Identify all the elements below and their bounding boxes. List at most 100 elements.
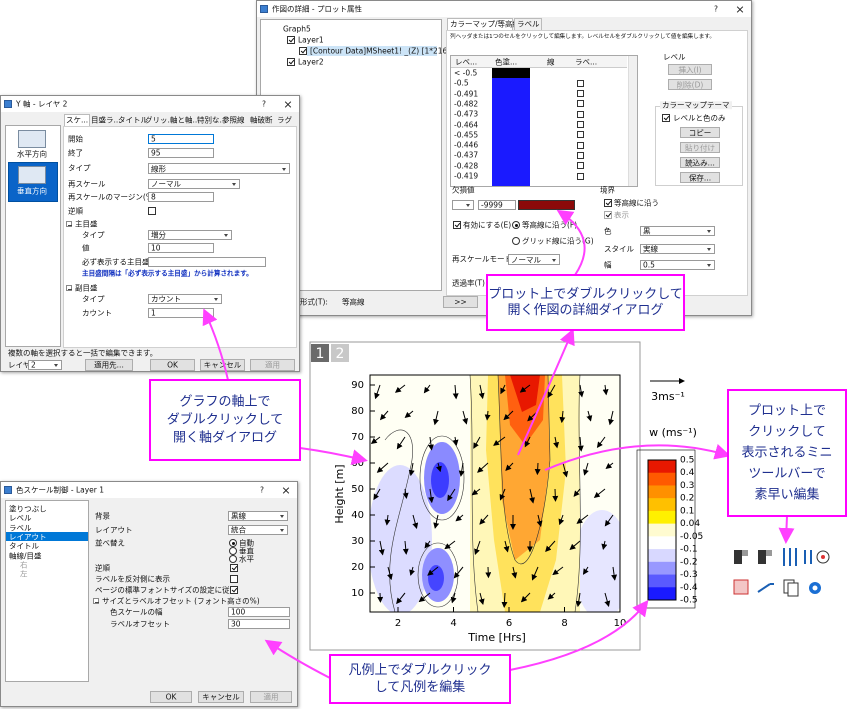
layer-tab[interactable]	[331, 344, 349, 362]
direction-label[interactable]: 水平方向	[17, 149, 47, 159]
major-value-input[interactable]	[148, 243, 214, 253]
apply-button[interactable]	[250, 359, 295, 371]
layout-dropdown[interactable]	[228, 525, 288, 535]
label-check[interactable]	[577, 100, 584, 108]
help-button[interactable]: ?	[260, 485, 264, 495]
label-check[interactable]	[577, 141, 584, 149]
help-button[interactable]: ?	[262, 99, 266, 109]
label-check[interactable]	[577, 162, 584, 170]
tab-label[interactable]: ラグ	[277, 115, 292, 125]
column-header[interactable]: 線	[547, 57, 555, 67]
insert-button[interactable]	[668, 64, 712, 75]
level-cell[interactable]: -0.464	[454, 119, 479, 129]
tree-check[interactable]	[299, 47, 307, 55]
tree-item[interactable]: Layer2	[298, 57, 324, 67]
rescale-dropdown[interactable]	[508, 254, 560, 265]
order-radio[interactable]	[229, 547, 237, 555]
tree-check[interactable]	[287, 58, 295, 66]
tree-item[interactable]: 軸線/目盛	[9, 550, 42, 560]
margin-input[interactable]	[148, 192, 214, 202]
layer-tab[interactable]	[311, 344, 329, 362]
level-cell[interactable]: -0.428	[454, 160, 479, 170]
layer-tab-label[interactable]: 2	[336, 346, 345, 362]
layer-dropdown[interactable]	[28, 360, 62, 370]
tab-label[interactable]: カラーマップ/等高線	[450, 19, 521, 29]
level-cell[interactable]: -0.473	[454, 109, 479, 119]
tab-label[interactable]: タイトル	[118, 115, 148, 125]
contour-radio[interactable]	[512, 221, 520, 229]
tab-label[interactable]: スケ...	[66, 115, 89, 125]
label-check[interactable]	[577, 151, 584, 159]
missing-color[interactable]	[518, 200, 575, 210]
tab[interactable]	[447, 18, 513, 30]
direction-icon[interactable]	[18, 130, 46, 148]
cancel-button[interactable]	[198, 691, 244, 703]
level-cell[interactable]: < -0.5	[454, 68, 478, 78]
tree-check[interactable]	[287, 36, 295, 44]
major-type-dropdown[interactable]	[148, 230, 232, 240]
width-dropdown[interactable]	[640, 260, 715, 270]
layer-tab-label[interactable]: 1	[316, 346, 325, 362]
tree-item[interactable]: タイトル	[9, 541, 39, 551]
apply-to-button[interactable]	[85, 359, 133, 371]
tab-label[interactable]: グリッ...	[145, 115, 175, 125]
copy-button[interactable]	[680, 127, 720, 138]
tab-label[interactable]: 目盛ラ...	[91, 115, 121, 125]
level-cell[interactable]: -0.491	[454, 88, 479, 98]
order-radio[interactable]	[229, 555, 237, 563]
load-button[interactable]	[680, 157, 720, 168]
level-cell[interactable]: -0.437	[454, 150, 479, 160]
tab-label[interactable]: 参照線	[222, 115, 245, 125]
level-cell[interactable]: -0.446	[454, 140, 479, 150]
offset-input[interactable]	[228, 619, 290, 629]
level-cell[interactable]: -0.482	[454, 99, 479, 109]
column-header[interactable]: 色塗...	[495, 57, 518, 67]
type-dropdown[interactable]	[148, 163, 290, 174]
column-header[interactable]: レベ...	[455, 57, 478, 67]
order-radio[interactable]	[229, 539, 237, 547]
label-check[interactable]	[577, 131, 584, 139]
background-dropdown[interactable]	[228, 511, 288, 521]
show-check[interactable]	[604, 211, 612, 219]
level-cell[interactable]: -0.5	[454, 78, 469, 88]
end-input[interactable]	[148, 148, 214, 158]
boundary-check[interactable]	[604, 199, 612, 207]
help-button[interactable]: ?	[714, 4, 718, 14]
anchor-input[interactable]	[148, 257, 266, 267]
start-input[interactable]	[148, 134, 214, 144]
ok-button[interactable]	[150, 359, 195, 371]
tree-item[interactable]: 右	[20, 560, 28, 570]
tab-label[interactable]: 軸と軸...	[170, 115, 200, 125]
tree-item[interactable]: ラベル	[9, 522, 32, 532]
minor-type-dropdown[interactable]	[148, 294, 222, 304]
label-check[interactable]	[577, 79, 584, 87]
missing-value[interactable]	[478, 200, 516, 210]
tree-item[interactable]: Graph5	[283, 24, 311, 34]
column-header[interactable]: ラベ...	[575, 57, 598, 67]
tree-item[interactable]: Layer1	[298, 35, 324, 45]
missing-dropdown[interactable]	[452, 200, 474, 210]
color-dropdown[interactable]	[640, 226, 715, 236]
reverse-check[interactable]	[148, 207, 156, 215]
levels-colors-check[interactable]	[662, 114, 670, 122]
tab[interactable]	[514, 18, 542, 30]
save-button[interactable]	[680, 172, 720, 183]
tab-label[interactable]: ラベル	[517, 19, 540, 29]
direction-label[interactable]: 垂直方向	[17, 186, 47, 196]
tree-item[interactable]: [Contour Data]MSheet1! _(Z) [1*216*]	[310, 46, 454, 56]
level-cell[interactable]: -0.419	[454, 171, 479, 181]
label-check[interactable]	[577, 90, 584, 98]
level-cell[interactable]: -0.455	[454, 130, 479, 140]
enable-check[interactable]	[453, 221, 461, 229]
ok-button[interactable]	[150, 691, 192, 703]
tree-item[interactable]: レイアウト	[9, 532, 47, 542]
label-check[interactable]	[577, 110, 584, 118]
label-check[interactable]	[577, 172, 584, 180]
rescale-dropdown[interactable]	[148, 179, 240, 189]
grid-radio[interactable]	[512, 237, 520, 245]
more-button[interactable]	[443, 296, 478, 308]
tree-item[interactable]: 塗りつぶし	[9, 504, 47, 514]
apply-button[interactable]	[250, 691, 292, 703]
tree-item[interactable]: レベル	[9, 513, 32, 523]
style-dropdown[interactable]	[640, 244, 715, 254]
